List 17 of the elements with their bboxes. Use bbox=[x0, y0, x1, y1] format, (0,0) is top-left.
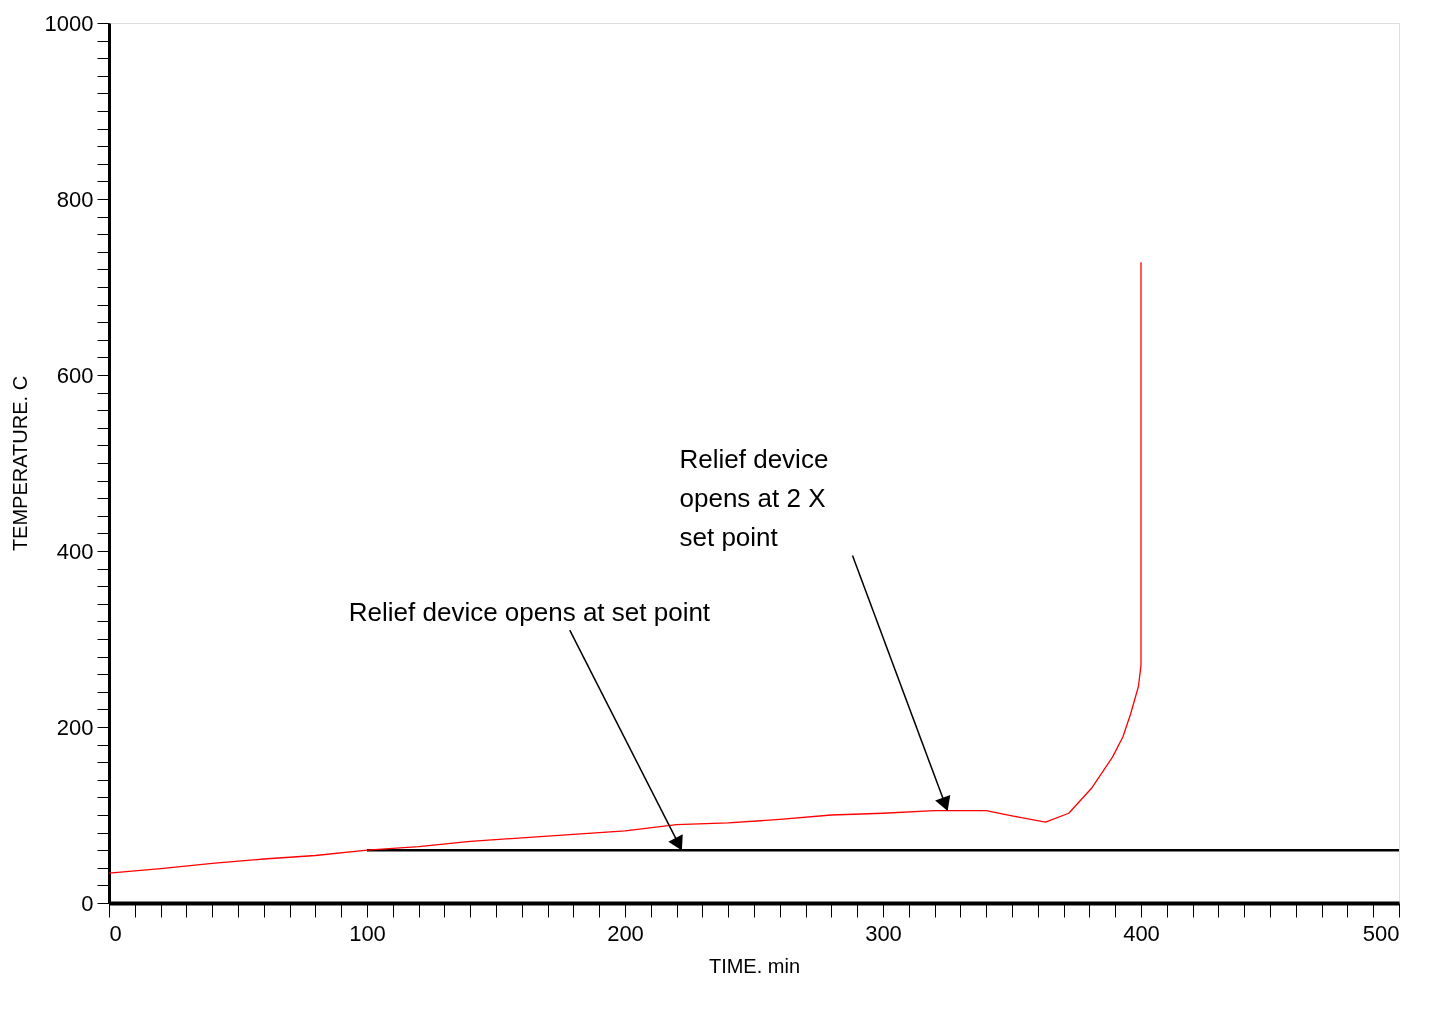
x-tick-label: 400 bbox=[1123, 920, 1160, 946]
x-tick-label: 200 bbox=[607, 920, 644, 946]
y-tick-label: 600 bbox=[56, 362, 94, 388]
annotation: Relief device opens at set point bbox=[348, 597, 711, 628]
line-series bbox=[109, 261, 1142, 874]
y-tick-label: 400 bbox=[56, 538, 94, 564]
x-tick-label: 500 bbox=[1362, 920, 1400, 946]
x-tick-label: 0 bbox=[109, 920, 122, 946]
annotation: Relief device opens at 2 X set point bbox=[679, 443, 829, 552]
y-tick-label: 0 bbox=[81, 890, 94, 916]
x-tick-label: 300 bbox=[865, 920, 902, 946]
y-tick-label: 1000 bbox=[44, 10, 94, 36]
y-tick-label: 200 bbox=[56, 714, 94, 740]
x-axis-title: TIME. min bbox=[708, 954, 801, 977]
y-tick-label: 800 bbox=[56, 186, 94, 212]
x-tick-label: 100 bbox=[349, 920, 386, 946]
y-axis-title: TEMPERATURE. C bbox=[8, 375, 31, 552]
